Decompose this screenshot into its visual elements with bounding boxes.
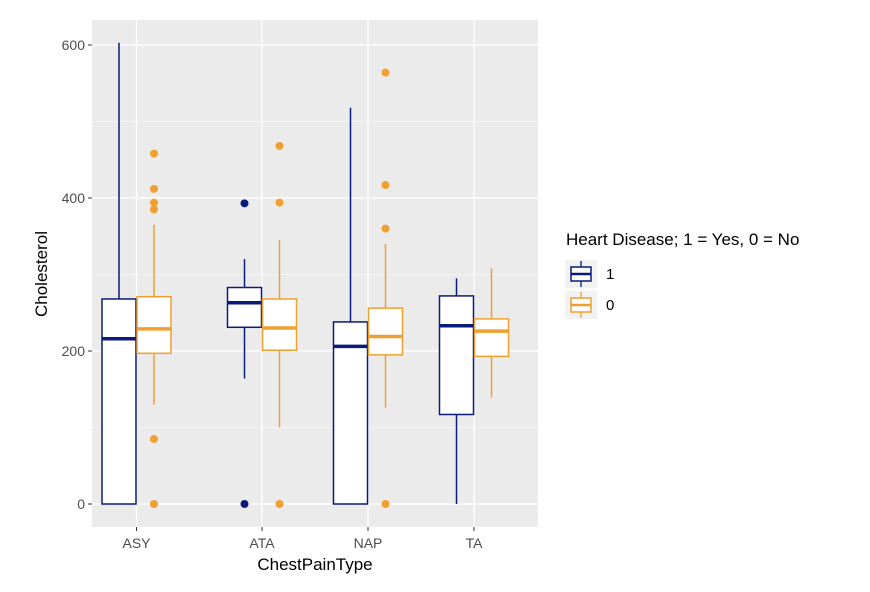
y-tick-label: 600	[62, 37, 86, 53]
outlier-point	[150, 149, 158, 158]
outlier-point	[381, 180, 390, 189]
box-iqr	[473, 318, 510, 358]
x-tick-label: ASY	[122, 535, 151, 551]
x-tick-label: NAP	[354, 535, 383, 551]
legend-title: Heart Disease; 1 = Yes, 0 = No	[566, 230, 799, 249]
outlier-point	[150, 205, 158, 214]
outlier-point	[150, 500, 158, 508]
x-tick-label: ATA	[249, 535, 275, 551]
legend-label: 1	[606, 266, 614, 283]
outlier-point	[381, 500, 390, 508]
legend-label: 0	[606, 297, 614, 314]
outlier-point	[275, 500, 284, 508]
outlier-point	[150, 184, 158, 193]
outlier-point	[275, 141, 284, 150]
outlier-point	[150, 198, 158, 207]
outlier-point	[275, 198, 284, 207]
x-tick-label: TA	[466, 535, 484, 551]
box-iqr	[136, 295, 172, 355]
box-iqr	[101, 298, 137, 505]
outlier-point	[240, 199, 249, 208]
outlier-point	[240, 500, 249, 508]
box-iqr	[438, 295, 475, 416]
y-axis-title: Cholesterol	[32, 231, 51, 317]
outlier-point	[381, 224, 390, 233]
y-tick-label: 200	[62, 343, 86, 359]
box-iqr	[226, 286, 263, 329]
box-iqr	[261, 298, 298, 351]
outlier-point	[150, 434, 158, 443]
minor-gridlines	[92, 121, 538, 428]
y-tick-label: 400	[62, 190, 86, 206]
legend: Heart Disease; 1 = Yes, 0 = No 10	[565, 230, 799, 319]
x-axis: ASY ATA NAP TA	[122, 527, 483, 551]
outlier-point	[381, 68, 390, 77]
legend-keys: 10	[565, 260, 614, 319]
box-iqr	[332, 321, 369, 505]
plot-panel	[92, 20, 538, 527]
box-iqr	[367, 307, 404, 356]
box-series	[101, 42, 510, 508]
y-tick-label: 0	[77, 496, 85, 512]
y-axis: 0 200 400 600	[62, 37, 92, 512]
x-axis-title: ChestPainType	[257, 555, 372, 574]
